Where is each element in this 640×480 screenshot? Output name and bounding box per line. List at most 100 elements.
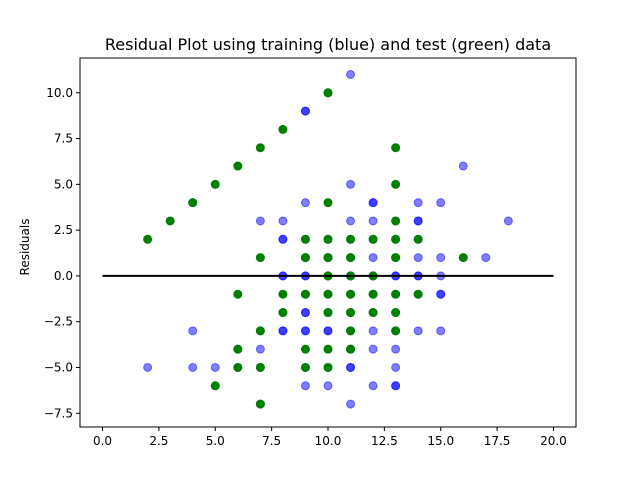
- x-tick-label: 7.5: [262, 434, 281, 448]
- training-point: [368, 216, 378, 226]
- training-point: [346, 399, 356, 409]
- test-point: [413, 234, 423, 244]
- training-point: [300, 326, 310, 336]
- x-tick-label: 0.0: [93, 434, 112, 448]
- test-point: [210, 381, 220, 391]
- test-point: [255, 143, 265, 153]
- test-point: [391, 216, 401, 226]
- test-point: [300, 344, 310, 354]
- test-point: [233, 289, 243, 299]
- test-point: [391, 289, 401, 299]
- training-point: [188, 362, 198, 372]
- test-point: [300, 253, 310, 263]
- test-point: [323, 308, 333, 318]
- x-tick-label: 12.5: [371, 434, 398, 448]
- training-point: [278, 216, 288, 226]
- test-point: [391, 308, 401, 318]
- training-point: [255, 344, 265, 354]
- training-point: [436, 326, 446, 336]
- test-point: [323, 289, 333, 299]
- test-point: [323, 362, 333, 372]
- training-point: [413, 253, 423, 263]
- test-point: [346, 326, 356, 336]
- test-point: [391, 143, 401, 153]
- training-point: [391, 362, 401, 372]
- test-point: [391, 179, 401, 189]
- training-point: [210, 362, 220, 372]
- test-point: [413, 289, 423, 299]
- training-point: [255, 216, 265, 226]
- test-point: [233, 362, 243, 372]
- test-point: [368, 289, 378, 299]
- test-point: [278, 124, 288, 134]
- y-tick-label: 5.0: [54, 177, 73, 191]
- x-tick-label: 15.0: [427, 434, 454, 448]
- training-point: [436, 289, 446, 299]
- x-tick-label: 10.0: [315, 434, 342, 448]
- x-tick-label: 20.0: [540, 434, 567, 448]
- y-tick-label: −7.5: [44, 406, 73, 420]
- test-point: [346, 344, 356, 354]
- y-tick-label: −2.5: [44, 315, 73, 329]
- training-point: [143, 362, 153, 372]
- test-point: [255, 362, 265, 372]
- training-point: [368, 381, 378, 391]
- training-point: [346, 362, 356, 372]
- training-point: [368, 198, 378, 208]
- test-point: [233, 344, 243, 354]
- x-tick-label: 17.5: [484, 434, 511, 448]
- training-point: [368, 326, 378, 336]
- training-point: [391, 344, 401, 354]
- x-tick-label: 2.5: [149, 434, 168, 448]
- training-point: [436, 253, 446, 263]
- test-point: [300, 289, 310, 299]
- training-point: [503, 216, 513, 226]
- test-point: [255, 253, 265, 263]
- y-tick-label: −5.0: [44, 360, 73, 374]
- test-point: [346, 289, 356, 299]
- test-point: [323, 253, 333, 263]
- training-point: [346, 69, 356, 79]
- training-point: [346, 179, 356, 189]
- test-point: [458, 253, 468, 263]
- training-point: [188, 326, 198, 336]
- test-point: [391, 253, 401, 263]
- training-point: [300, 381, 310, 391]
- test-point: [210, 179, 220, 189]
- training-point: [300, 106, 310, 116]
- training-point: [368, 253, 378, 263]
- test-point: [368, 234, 378, 244]
- training-point: [481, 253, 491, 263]
- test-point: [255, 326, 265, 336]
- test-point: [323, 234, 333, 244]
- y-tick-label: 10.0: [46, 86, 73, 100]
- test-point: [346, 308, 356, 318]
- training-point: [368, 344, 378, 354]
- test-point: [346, 234, 356, 244]
- test-point: [165, 216, 175, 226]
- test-point: [323, 198, 333, 208]
- test-point: [255, 399, 265, 409]
- test-point: [143, 234, 153, 244]
- chart-title: Residual Plot using training (blue) and …: [105, 35, 551, 54]
- y-axis-label: Residuals: [18, 219, 32, 276]
- test-point: [323, 344, 333, 354]
- test-point: [346, 253, 356, 263]
- y-tick-label: 2.5: [54, 223, 73, 237]
- training-point: [413, 216, 423, 226]
- training-point: [346, 216, 356, 226]
- training-point: [278, 326, 288, 336]
- x-tick-label: 5.0: [206, 434, 225, 448]
- training-point: [413, 326, 423, 336]
- test-point: [300, 234, 310, 244]
- test-point: [300, 362, 310, 372]
- y-tick-label: 0.0: [54, 269, 73, 283]
- test-point: [233, 161, 243, 171]
- test-point: [368, 308, 378, 318]
- training-point: [300, 198, 310, 208]
- test-point: [323, 88, 333, 98]
- y-tick-label: 7.5: [54, 132, 73, 146]
- training-point: [436, 198, 446, 208]
- training-point: [300, 308, 310, 318]
